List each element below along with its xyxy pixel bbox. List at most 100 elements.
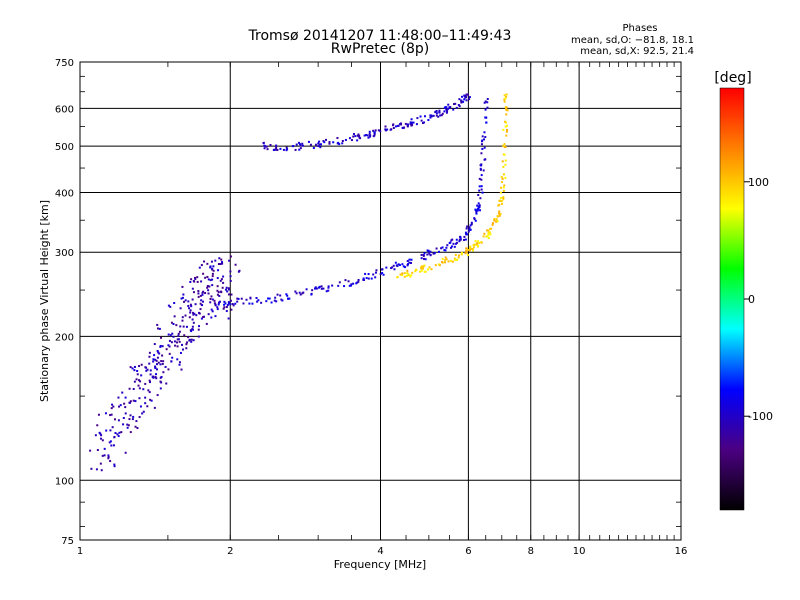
echo-point xyxy=(421,122,424,125)
echo-point xyxy=(358,134,361,137)
echo-point xyxy=(162,371,165,374)
echo-point xyxy=(294,148,297,151)
echo-point xyxy=(236,300,239,303)
echo-point xyxy=(100,437,103,440)
echo-point xyxy=(457,103,460,106)
echo-point xyxy=(129,431,132,434)
echo-point xyxy=(410,122,413,125)
echo-point xyxy=(478,204,481,207)
echo-point xyxy=(164,365,167,368)
echo-point xyxy=(363,134,366,137)
echo-point xyxy=(224,302,227,305)
echo-point xyxy=(126,423,129,426)
echo-point xyxy=(194,303,197,306)
echo-point xyxy=(168,345,171,348)
echo-point xyxy=(444,259,447,262)
echo-point xyxy=(170,341,173,344)
echo-point xyxy=(420,253,423,256)
echo-point xyxy=(457,256,460,259)
echo-point xyxy=(148,391,151,394)
echo-point xyxy=(338,143,341,146)
echo-point xyxy=(486,106,489,109)
echo-point xyxy=(298,143,301,146)
echo-point xyxy=(135,420,138,423)
echo-point xyxy=(423,270,426,273)
echo-point xyxy=(156,349,159,352)
echo-point xyxy=(178,361,181,364)
echo-point xyxy=(257,299,260,302)
echo-point xyxy=(218,301,221,304)
colorbar xyxy=(719,87,745,511)
echo-point xyxy=(479,209,482,212)
echo-point xyxy=(220,291,223,294)
echo-point xyxy=(161,354,164,357)
echo-point xyxy=(192,313,195,316)
echo-point xyxy=(155,359,158,362)
echo-point xyxy=(357,280,360,283)
echo-point xyxy=(386,128,389,131)
echo-point xyxy=(505,121,508,124)
echo-point xyxy=(149,398,152,401)
echo-point xyxy=(480,152,483,155)
echo-point xyxy=(119,404,122,407)
echo-point xyxy=(374,129,377,132)
echo-point xyxy=(454,253,457,256)
echo-point xyxy=(384,125,387,128)
echo-point xyxy=(466,233,469,236)
echo-point xyxy=(318,140,321,143)
echo-point xyxy=(197,295,200,298)
echo-point xyxy=(337,141,340,144)
echo-point xyxy=(451,245,454,248)
echo-point xyxy=(505,124,508,127)
echo-point xyxy=(470,223,473,226)
echo-point xyxy=(298,291,301,294)
echo-point xyxy=(155,373,158,376)
echo-point xyxy=(156,394,159,397)
echo-point xyxy=(429,250,432,253)
echo-point xyxy=(113,465,116,468)
echo-point xyxy=(415,123,418,126)
echo-point xyxy=(427,268,430,271)
echo-point xyxy=(500,199,503,202)
echo-point xyxy=(117,419,120,422)
echo-point xyxy=(440,114,443,117)
echo-point xyxy=(467,93,470,96)
echo-point xyxy=(505,95,508,98)
echo-point xyxy=(222,281,225,284)
echo-point xyxy=(213,302,216,305)
echo-point xyxy=(167,304,170,307)
echo-point xyxy=(435,112,438,115)
echo-point xyxy=(446,108,449,111)
echo-point xyxy=(275,146,278,149)
echo-point xyxy=(188,307,191,310)
echo-point xyxy=(407,263,410,266)
echo-point xyxy=(453,257,456,260)
echo-point xyxy=(500,202,503,205)
echo-point xyxy=(206,262,209,265)
echo-point xyxy=(379,130,382,133)
echo-point xyxy=(464,238,467,241)
echo-point xyxy=(488,231,491,234)
echo-point xyxy=(476,207,479,210)
echo-point xyxy=(493,218,496,221)
echo-point xyxy=(381,272,384,275)
echo-point xyxy=(466,225,469,228)
echo-point xyxy=(229,255,232,258)
echo-point xyxy=(498,210,501,213)
echo-point xyxy=(205,322,208,325)
echo-point xyxy=(462,238,465,241)
echo-point xyxy=(460,253,463,256)
echo-point xyxy=(341,142,344,145)
echo-point xyxy=(477,194,480,197)
echo-point xyxy=(196,280,199,283)
echo-point xyxy=(255,297,258,299)
echo-point xyxy=(184,314,187,317)
echo-point xyxy=(299,144,302,147)
echo-point xyxy=(420,257,423,260)
echo-point xyxy=(100,469,103,472)
echo-point xyxy=(309,143,312,146)
echo-point xyxy=(179,325,182,328)
echo-point xyxy=(460,99,463,102)
echo-point xyxy=(210,316,213,319)
echo-point xyxy=(469,228,472,231)
